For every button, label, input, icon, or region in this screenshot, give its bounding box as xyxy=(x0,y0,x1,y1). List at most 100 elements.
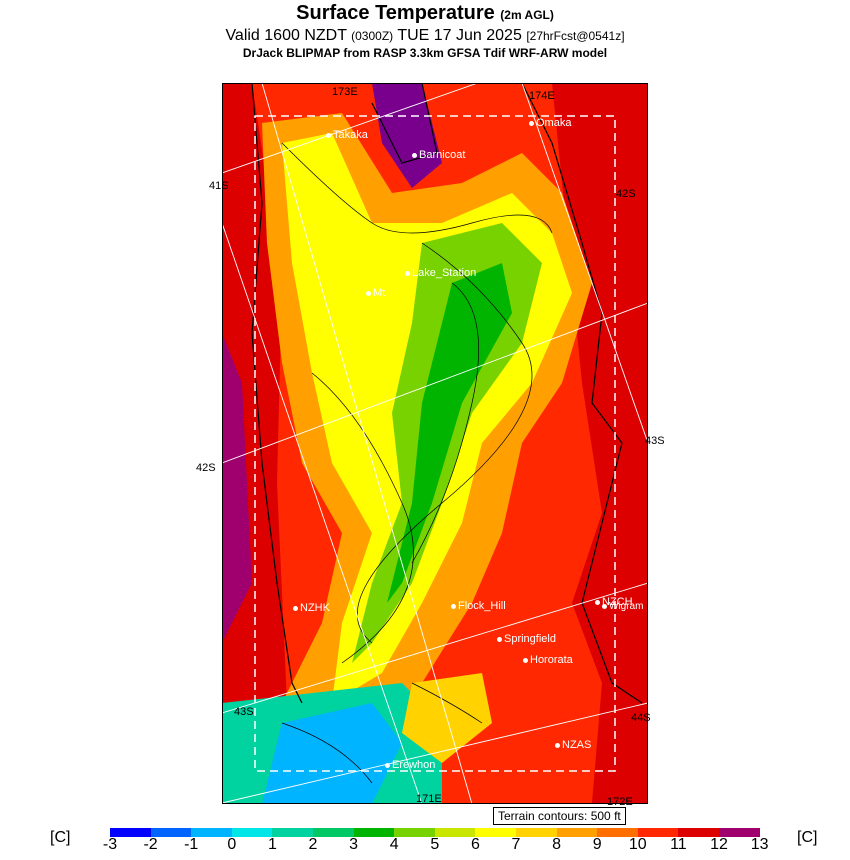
lon-label-172e: 172E xyxy=(607,796,633,808)
location-nzas: NZAS xyxy=(555,739,591,751)
colorbar-swatch xyxy=(150,828,192,837)
location-nzhk: NZHK xyxy=(293,602,330,614)
location-label: Flock_Hill xyxy=(458,600,506,612)
colorbar-swatch xyxy=(353,828,395,837)
colorbar-swatch xyxy=(475,828,516,837)
location-marker-icon xyxy=(555,742,560,748)
lat-label-42s-west: 42S xyxy=(196,462,216,474)
location-marker-icon xyxy=(497,636,502,642)
terrain-contours xyxy=(281,142,553,784)
location-label: Hororata xyxy=(530,654,573,666)
colorbar-tick-label: 0 xyxy=(227,836,237,853)
colorbar-swatch xyxy=(515,828,557,837)
colorbar-swatch xyxy=(718,828,760,837)
colorbar-swatch xyxy=(191,828,232,837)
location-label: Mt xyxy=(373,287,386,299)
terrain-contour-note: Terrain contours: 500 ft xyxy=(493,807,626,825)
location-nzch: NZCH xyxy=(595,596,633,608)
title-sub: (2m AGL) xyxy=(500,8,554,22)
colorbar-swatch xyxy=(272,828,313,837)
location-label: NZHK xyxy=(300,602,330,614)
location-label: Barnicoat xyxy=(419,149,466,161)
colorbar-tick-label: -2 xyxy=(143,836,158,853)
valid-date: TUE 17 Jun 2025 xyxy=(397,27,522,44)
colorbar-swatch xyxy=(597,828,638,837)
colorbar xyxy=(110,828,760,837)
location-marker-icon xyxy=(326,132,331,138)
location-takaka: Takaka xyxy=(326,129,368,141)
location-omaka: Omaka xyxy=(529,117,571,129)
colorbar-tick-label: 2 xyxy=(308,836,318,853)
colorbar-swatch xyxy=(637,828,679,837)
graticule xyxy=(222,83,648,804)
lon-label-173e: 173E xyxy=(332,86,358,98)
location-label: Springfield xyxy=(504,633,556,645)
lat-label-43s-west: 43S xyxy=(234,706,254,718)
colorbar-tick-label: 5 xyxy=(430,836,440,853)
sea-far-west xyxy=(222,333,252,643)
location-wigram: Wigram xyxy=(602,601,643,612)
location-marker-icon xyxy=(366,290,371,296)
location-label: NZCH xyxy=(602,596,633,608)
colorbar-tick-label: -1 xyxy=(184,836,199,853)
colorbar-swatch xyxy=(556,828,598,837)
colorbar-tick-label: 4 xyxy=(389,836,399,853)
mountain-zone-d xyxy=(387,263,512,603)
location-marker-icon xyxy=(385,762,390,768)
colorbar-swatch xyxy=(678,828,719,837)
lat-label-42s-east: 42S xyxy=(616,188,636,200)
location-flock-hill: Flock_Hill xyxy=(451,600,506,612)
colorbar-tick-label: -3 xyxy=(102,836,118,853)
location-marker-icon xyxy=(451,603,456,609)
location-marker-icon xyxy=(405,270,410,276)
lat-label-43s-east: 43S xyxy=(645,435,665,447)
location-mt: Mt xyxy=(366,287,385,299)
lon-label-174e: 174E xyxy=(529,90,555,102)
location-springfield: Springfield xyxy=(497,633,556,645)
colorbar-tick-label: 8 xyxy=(552,836,562,853)
map-title: Surface Temperature (2m AGL) xyxy=(0,2,850,25)
colorbar-tick-label: 12 xyxy=(710,836,728,853)
location-label: Takaka xyxy=(333,129,368,141)
location-erewhon: Erewhon xyxy=(385,759,435,771)
colorbar-tick-label: 7 xyxy=(511,836,521,853)
colorbar-tick-label: 9 xyxy=(592,836,602,853)
model-line: DrJack BLIPMAP from RASP 3.3km GFSA Tdif… xyxy=(242,46,608,60)
forecast-info: [27hrFcst@0541z] xyxy=(526,29,625,43)
location-label: Wigram xyxy=(609,601,644,612)
colorbar-tick-label: 10 xyxy=(628,836,647,853)
colorbar-tick-label: 1 xyxy=(267,836,277,853)
sea-bay xyxy=(372,83,442,188)
valid-line: Valid 1600 NZDT (0300Z) TUE 17 Jun 2025 … xyxy=(0,27,850,45)
lat-label-41s-west: 41S xyxy=(209,180,229,192)
colorbar-tick-label: 3 xyxy=(349,836,359,853)
location-marker-icon xyxy=(595,599,600,605)
location-label: Erewhon xyxy=(392,759,436,771)
temperature-map xyxy=(222,83,648,804)
colorbar-tick-label: 11 xyxy=(670,836,687,853)
colorbar-tick-label: 13 xyxy=(750,836,769,853)
lon-label-171e: 171E xyxy=(416,793,442,805)
location-marker-icon xyxy=(293,605,298,611)
colorbar-swatch xyxy=(312,828,354,837)
lat-label-44s-east: 44S xyxy=(631,712,651,724)
location-hororata: Hororata xyxy=(523,654,573,666)
location-marker-icon xyxy=(529,120,534,126)
coastline xyxy=(251,83,643,704)
colorbar-swatch xyxy=(110,828,151,837)
location-label: Omaka xyxy=(536,117,572,129)
location-label: NZAS xyxy=(562,739,592,751)
colorbar-swatch xyxy=(231,828,273,837)
colorbar-tick-label: 6 xyxy=(470,836,480,853)
location-marker-icon xyxy=(523,657,528,663)
location-lake-station: Lake_Station xyxy=(405,267,476,279)
location-barnicoat: Barnicoat xyxy=(412,149,465,161)
colorbar-swatch xyxy=(394,828,435,837)
zulu-time: (0300Z) xyxy=(351,29,394,43)
colorbar-unit-left: [C] xyxy=(50,829,71,846)
colorbar-swatch xyxy=(434,828,476,837)
location-marker-icon xyxy=(412,152,417,158)
valid-time: Valid 1600 NZDT xyxy=(225,27,347,44)
colorbar-unit-right: [C] xyxy=(797,829,818,846)
location-marker-icon xyxy=(602,603,607,609)
